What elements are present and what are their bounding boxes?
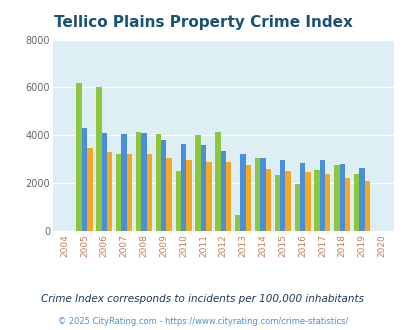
Text: Crime Index corresponds to incidents per 100,000 inhabitants: Crime Index corresponds to incidents per… <box>41 294 364 304</box>
Bar <box>285 171 290 231</box>
Bar <box>206 162 211 231</box>
Bar <box>107 152 112 231</box>
Bar <box>82 128 87 231</box>
Bar <box>136 132 141 231</box>
Bar <box>186 160 191 231</box>
Bar <box>200 145 206 231</box>
Bar <box>305 172 310 231</box>
Bar <box>161 140 166 231</box>
Bar <box>358 168 364 231</box>
Bar <box>344 178 350 231</box>
Bar <box>245 165 251 231</box>
Bar <box>116 154 121 231</box>
Bar <box>319 160 324 231</box>
Bar <box>234 215 240 231</box>
Bar <box>299 163 305 231</box>
Bar <box>294 184 299 231</box>
Bar <box>254 158 260 231</box>
Bar <box>141 133 146 231</box>
Bar <box>87 148 92 231</box>
Bar <box>195 135 200 231</box>
Bar <box>96 87 101 231</box>
Bar <box>146 154 151 231</box>
Text: Tellico Plains Property Crime Index: Tellico Plains Property Crime Index <box>53 15 352 30</box>
Bar <box>175 171 181 231</box>
Bar <box>156 134 161 231</box>
Bar <box>226 162 231 231</box>
Bar <box>181 144 186 231</box>
Bar <box>274 175 279 231</box>
Bar <box>76 83 82 231</box>
Bar <box>324 174 330 231</box>
Bar <box>339 164 344 231</box>
Bar <box>220 151 226 231</box>
Bar <box>166 158 171 231</box>
Bar <box>215 132 220 231</box>
Bar <box>364 181 369 231</box>
Bar <box>279 160 285 231</box>
Bar <box>126 154 132 231</box>
Bar <box>121 134 126 231</box>
Bar <box>313 170 319 231</box>
Text: © 2025 CityRating.com - https://www.cityrating.com/crime-statistics/: © 2025 CityRating.com - https://www.city… <box>58 317 347 326</box>
Bar <box>260 158 265 231</box>
Bar <box>240 154 245 231</box>
Bar <box>265 169 270 231</box>
Bar <box>353 174 358 231</box>
Bar <box>101 133 107 231</box>
Bar <box>333 165 339 231</box>
